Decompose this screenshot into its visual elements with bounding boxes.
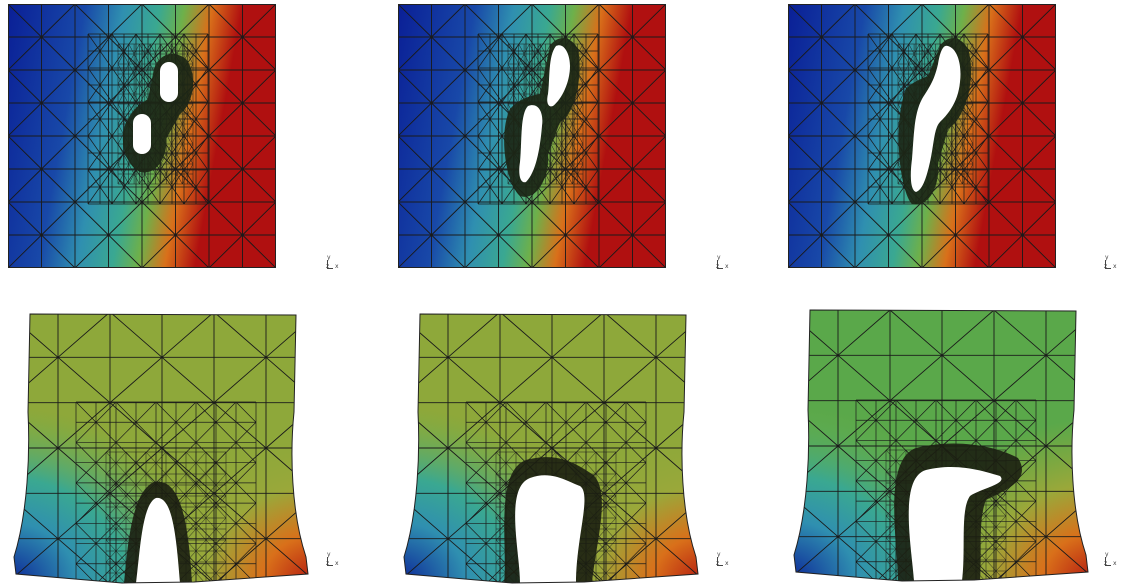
axis-z-label: z [716, 560, 720, 567]
panel-bottom-left [6, 312, 318, 584]
axes-triad-2: y z x [716, 255, 738, 275]
panel-top-left [8, 4, 276, 268]
axis-x-label: x [1113, 263, 1117, 270]
axis-z-label: z [326, 560, 330, 567]
panel-top-right [788, 4, 1056, 268]
axis-y-label: y [717, 254, 721, 261]
plate-with-holes-initial [8, 4, 276, 268]
plate-with-holes-final [788, 4, 1056, 268]
axis-y-label: y [327, 254, 331, 261]
panel-bottom-right [786, 309, 1098, 584]
axis-x-label: x [725, 263, 729, 270]
notched-plate-intermediate [403, 313, 699, 584]
axes-triad-3: y z x [1104, 255, 1126, 275]
notched-plate-final [793, 309, 1089, 582]
axis-y-label: y [717, 551, 721, 558]
axis-z-label: z [716, 263, 720, 270]
axes-triad-1: y z x [326, 255, 348, 275]
plate-with-holes-intermediate [398, 4, 666, 268]
notched-plate-initial [13, 313, 309, 584]
panel-top-middle [398, 4, 666, 268]
axis-x-label: x [335, 263, 339, 270]
axis-z-label: z [1104, 263, 1108, 270]
axis-x-label: x [725, 560, 729, 567]
axes-triad-5: y z x [716, 552, 738, 572]
axis-z-label: z [326, 263, 330, 270]
axis-y-label: y [1105, 551, 1109, 558]
axis-z-label: z [1104, 560, 1108, 567]
axis-x-label: x [335, 560, 339, 567]
axes-triad-4: y z x [326, 552, 348, 572]
axis-x-label: x [1113, 560, 1117, 567]
axis-y-label: y [1105, 254, 1109, 261]
axes-triad-6: y z x [1104, 552, 1126, 572]
axis-y-label: y [327, 551, 331, 558]
panel-bottom-middle [396, 312, 708, 584]
